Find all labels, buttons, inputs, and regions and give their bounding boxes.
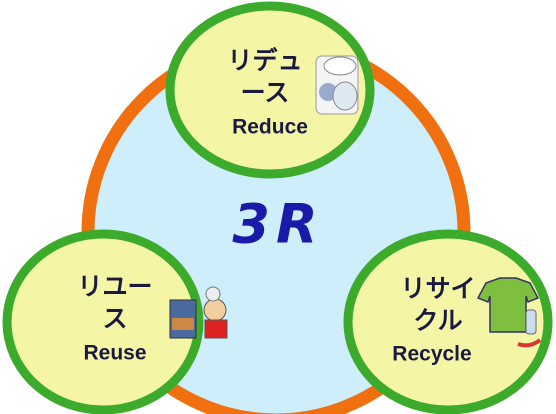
center-label: 3R	[232, 193, 323, 256]
recycle-en: Recycle	[392, 343, 471, 366]
diagram: 3R リデュ ース Reduce リユー ス Reuse リサイ クル Recy…	[0, 0, 556, 414]
reduce-jp-1: リデュ	[227, 46, 302, 75]
reuse-en: Reuse	[83, 342, 146, 365]
reuse-jp-1: リユー	[77, 272, 152, 301]
reuse-jp-2: ス	[102, 304, 127, 333]
recycle-jp-2: クル	[413, 306, 462, 335]
reduce-en: Reduce	[232, 116, 308, 139]
recycle-jp-1: リサイ	[400, 274, 475, 303]
reduce-icon	[316, 56, 358, 114]
reduce-jp-2: ース	[241, 78, 290, 107]
